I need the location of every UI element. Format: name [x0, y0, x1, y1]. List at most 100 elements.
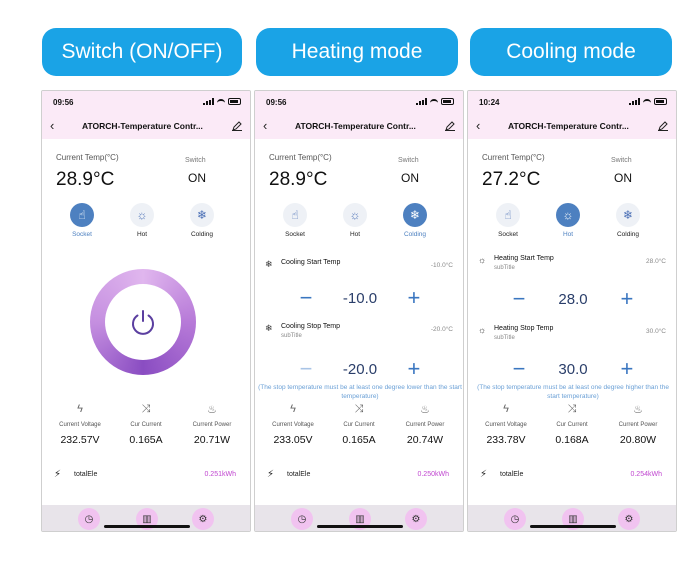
wifi-icon	[643, 98, 651, 105]
start-temp-value: 28.0°C	[646, 258, 666, 265]
stop-temp-row: ☼ Heating Stop Temp subTitle 30.0°C	[478, 325, 670, 341]
minus-button[interactable]: −	[299, 285, 313, 310]
status-time: 10:24	[479, 98, 500, 107]
stat-voltage-value: 233.05V	[273, 434, 313, 446]
tab-bar: ◷ ▥ ⚙	[255, 505, 463, 531]
plus-button[interactable]: +	[407, 356, 421, 381]
chart-tab-icon[interactable]: ▥	[349, 508, 371, 530]
chart-tab-icon[interactable]: ▥	[562, 508, 584, 530]
mode-hot-button[interactable]: ☼ Hot	[122, 203, 162, 238]
stat-current-value: 0.168A	[555, 434, 589, 446]
stop-temp-row: ❄ Cooling Stop Temp subTitle -20.0°C	[265, 323, 457, 339]
current-temp-value: 28.9°C	[269, 169, 328, 190]
start-temp-subtitle: subTitle	[494, 265, 515, 271]
mode-socket-button[interactable]: ☝ Socket	[275, 203, 315, 238]
switch-value: ON	[188, 171, 206, 185]
settings-tab-icon[interactable]: ⚙	[192, 508, 214, 530]
stop-temp-note: (The stop temperature must be at least o…	[477, 384, 669, 400]
stat-voltage: ϟ Current Voltage 232.57V	[50, 403, 110, 446]
clock-tab-icon[interactable]: ◷	[504, 508, 526, 530]
sun-icon: ☼	[343, 203, 367, 227]
header-cooling: Cooling mode	[470, 28, 672, 76]
stat-power-label: Current Power	[405, 422, 445, 428]
minus-button[interactable]: −	[512, 356, 526, 381]
sun-icon: ☼	[478, 325, 487, 335]
mode-hot-label: Hot	[136, 231, 148, 238]
snowflake-icon: ❄	[403, 203, 427, 227]
back-icon[interactable]: ‹	[263, 118, 268, 133]
stop-temp-stepper: − 30.0 +	[508, 358, 638, 380]
switch-value: ON	[614, 171, 632, 185]
status-bar: 09:56	[42, 91, 250, 113]
flame-icon: ♨	[420, 404, 430, 416]
power-icon	[132, 310, 154, 335]
battery-icon	[228, 98, 241, 105]
tab-bar: ◷ ▥ ⚙	[42, 505, 250, 531]
energy-icon: ⚡	[267, 469, 275, 480]
stat-current-label: Cur Current	[556, 422, 588, 428]
phone-cooling: 09:56 ‹ ATORCH-Temperature Contr... Curr…	[254, 90, 464, 532]
phone-heating: 10:24 ‹ ATORCH-Temperature Contr... Curr…	[467, 90, 677, 532]
sun-icon: ☼	[478, 255, 487, 265]
mode-hot-button[interactable]: ☼ Hot	[548, 203, 588, 238]
total-energy-value: 0.254kWh	[630, 471, 662, 478]
clock-tab-icon[interactable]: ◷	[291, 508, 313, 530]
edit-icon[interactable]	[445, 121, 455, 131]
stat-voltage-value: 233.78V	[486, 434, 526, 446]
mode-socket-button[interactable]: ☝ Socket	[62, 203, 102, 238]
stat-power: ♨ Current Power 20.74W	[395, 403, 455, 446]
total-energy-row[interactable]: ⚡ totalEle 0.254kWh	[480, 469, 668, 483]
settings-tab-icon[interactable]: ⚙	[618, 508, 640, 530]
power-button[interactable]	[90, 269, 196, 375]
mode-colding-button[interactable]: ❄ Colding	[395, 203, 435, 238]
bolt-icon: ϟ	[77, 403, 83, 415]
mode-socket-button[interactable]: ☝ Socket	[488, 203, 528, 238]
stat-current: ⤨ Cur Current 0.165A	[116, 403, 176, 446]
home-indicator	[104, 525, 190, 528]
bolt-icon: ϟ	[503, 403, 509, 415]
mode-hot-button[interactable]: ☼ Hot	[335, 203, 375, 238]
flame-icon: ♨	[633, 404, 643, 416]
total-energy-row[interactable]: ⚡ totalEle 0.251kWh	[54, 469, 242, 483]
stat-voltage-label: Current Voltage	[272, 422, 314, 428]
hand-icon: ☝	[70, 203, 94, 227]
stop-temp-value: 30.0°C	[646, 328, 666, 335]
start-temp-stepper-value: -10.0	[342, 289, 378, 307]
back-icon[interactable]: ‹	[476, 118, 481, 133]
plus-button[interactable]: +	[620, 286, 634, 311]
edit-icon[interactable]	[658, 121, 668, 131]
plus-button[interactable]: +	[407, 285, 421, 310]
minus-button[interactable]: −	[299, 356, 313, 381]
start-temp-stepper: − -10.0 +	[295, 287, 425, 309]
plus-button[interactable]: +	[620, 356, 634, 381]
stop-temp-note: (The stop temperature must be at least o…	[258, 384, 462, 400]
stop-temp-value: -20.0°C	[430, 326, 453, 333]
total-energy-row[interactable]: ⚡ totalEle 0.250kWh	[267, 469, 455, 483]
start-temp-row: ☼ Heating Start Temp subTitle 28.0°C	[478, 255, 670, 271]
stat-power: ♨ Current Power 20.71W	[182, 403, 242, 446]
stat-current-value: 0.165A	[342, 434, 376, 446]
mode-colding-button[interactable]: ❄ Colding	[608, 203, 648, 238]
stat-voltage-label: Current Voltage	[59, 422, 101, 428]
hand-icon: ☝	[496, 203, 520, 227]
total-energy-label: totalEle	[500, 471, 524, 478]
sun-icon: ☼	[556, 203, 580, 227]
mode-colding-label: Colding	[616, 231, 640, 238]
hand-icon: ☝	[283, 203, 307, 227]
edit-icon[interactable]	[232, 121, 242, 131]
clock-tab-icon[interactable]: ◷	[78, 508, 100, 530]
mode-colding-button[interactable]: ❄ Colding	[182, 203, 222, 238]
flame-icon: ♨	[207, 404, 217, 416]
minus-button[interactable]: −	[512, 286, 526, 311]
start-temp-label: Cooling Start Temp	[281, 259, 341, 266]
signal-icon	[629, 98, 640, 105]
status-bar: 10:24	[468, 91, 676, 113]
mode-hot-label: Hot	[349, 231, 361, 238]
settings-tab-icon[interactable]: ⚙	[405, 508, 427, 530]
stop-temp-label: Cooling Stop Temp	[281, 323, 341, 330]
back-icon[interactable]: ‹	[50, 118, 55, 133]
chart-tab-icon[interactable]: ▥	[136, 508, 158, 530]
stat-current-label: Cur Current	[130, 422, 162, 428]
wifi-icon	[430, 98, 438, 105]
